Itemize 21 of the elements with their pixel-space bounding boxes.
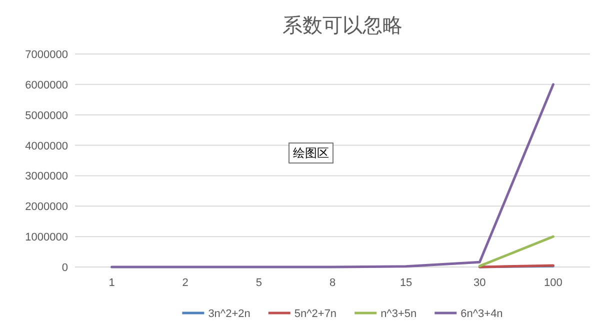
x-tick-label: 30 bbox=[474, 277, 486, 289]
y-tick-label: 3000000 bbox=[25, 170, 68, 183]
y-tick-label: 0 bbox=[62, 262, 68, 274]
x-tick-label: 8 bbox=[329, 277, 336, 289]
annotation: 绘图区 bbox=[293, 146, 329, 160]
chart-title: 系数可以忽略 bbox=[282, 15, 402, 37]
x-tick-label: 100 bbox=[544, 277, 562, 289]
legend-label: 5n^2+7n bbox=[294, 308, 337, 320]
y-tick-label: 5000000 bbox=[25, 110, 68, 122]
y-tick-label: 1000000 bbox=[25, 232, 68, 244]
x-tick-label: 5 bbox=[256, 277, 262, 289]
y-tick-label: 2000000 bbox=[25, 201, 68, 214]
y-tick-label: 6000000 bbox=[25, 79, 68, 92]
x-tick-label: 1 bbox=[108, 277, 115, 289]
legend-label: 6n^3+4n bbox=[460, 308, 503, 320]
y-tick-label: 4000000 bbox=[25, 140, 68, 152]
x-tick-label: 2 bbox=[182, 277, 188, 289]
legend-label: n^3+5n bbox=[380, 308, 417, 320]
x-tick-label: 15 bbox=[400, 277, 412, 289]
y-tick-label: 7000000 bbox=[25, 49, 68, 61]
legend-label: 3n^2+2n bbox=[208, 308, 250, 320]
